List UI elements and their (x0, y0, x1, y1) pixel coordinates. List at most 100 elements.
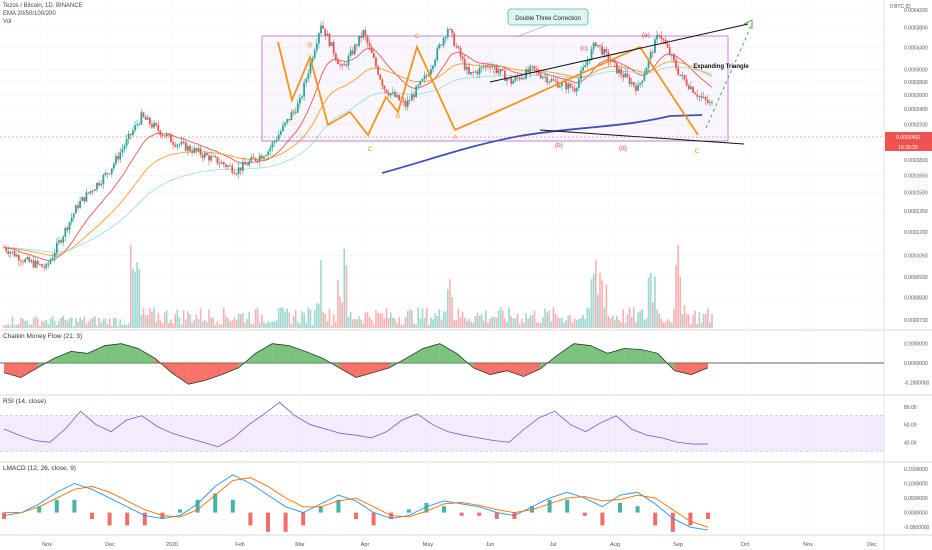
candle-body (41, 264, 43, 267)
lmacd-histogram-bar (371, 512, 376, 526)
lmacd-histogram-bar (635, 506, 640, 513)
volume-bar (400, 324, 403, 328)
callout-pointer (515, 24, 549, 38)
candle-body (681, 75, 684, 76)
candle-body (575, 87, 578, 92)
candle-body (214, 156, 217, 157)
volume-bar (510, 316, 513, 328)
price-tick-label: 0.0000930 (904, 275, 928, 281)
volume-bar (332, 314, 335, 328)
volume-bar (100, 322, 103, 328)
price-tick-label: 0.0001350 (904, 209, 928, 215)
volume-bar (197, 319, 200, 328)
volume-bar (326, 320, 329, 328)
candle-body (115, 155, 117, 164)
volume-bar (485, 310, 487, 328)
volume-bar (497, 310, 500, 328)
candle-body (296, 103, 299, 113)
candle-body (366, 36, 369, 44)
cmf-area-segment (20, 363, 38, 378)
candle-body (417, 85, 420, 87)
volume-bar (231, 320, 234, 328)
rsi-band (0, 415, 884, 452)
candle-body (449, 29, 451, 30)
candle-body (550, 79, 553, 82)
volume-bar (499, 307, 502, 328)
volume-bar (417, 307, 420, 328)
volume-bar (159, 320, 162, 328)
red-wave-label: (e) (642, 32, 650, 39)
volume-bar (434, 313, 436, 328)
cmf-area-segment (607, 348, 625, 363)
volume-bar (102, 319, 105, 328)
candle-body (3, 247, 5, 249)
candle-body (136, 124, 139, 126)
candle-body (157, 125, 160, 131)
volume-bar (7, 324, 10, 328)
volume-bar (242, 313, 244, 328)
candle-body (193, 148, 196, 153)
volume-bar (432, 319, 434, 328)
volume-bar (411, 310, 413, 328)
candle-body (100, 183, 103, 186)
volume-bar (246, 318, 248, 328)
volume-bar (72, 326, 75, 328)
volume-bar (607, 315, 610, 328)
cmf-area-segment (674, 363, 692, 375)
candle-body (121, 149, 124, 153)
volume-bar (108, 318, 111, 328)
price-tick-label: 0.0001650 (904, 174, 928, 180)
current-price-label: 0.0002450 (896, 135, 920, 141)
candle-body (58, 240, 60, 243)
candle-body (637, 84, 639, 91)
volume-bar (349, 311, 352, 328)
callout-label: Double Three Correction (515, 16, 581, 22)
candle-body (385, 89, 388, 93)
volume-bar (660, 318, 663, 328)
volume-bar (51, 316, 54, 328)
cmf-area-segment (104, 343, 122, 363)
candle-body (66, 227, 69, 231)
candle-body (104, 172, 107, 176)
volume-bar (516, 313, 519, 328)
orange-wave-label: C (368, 146, 373, 153)
volume-bar (605, 284, 608, 328)
volume-bar (203, 319, 206, 328)
candle-body (112, 163, 115, 169)
orange-wave-label: A (453, 134, 458, 141)
lmacd-histogram-bar (37, 506, 42, 513)
volume-bar (328, 308, 331, 328)
candle-body (332, 42, 335, 54)
candle-body (294, 111, 297, 113)
candle-body (186, 145, 189, 151)
candle-body (531, 65, 534, 67)
red-wave-label: (d) (619, 145, 627, 152)
time-tick-label: Oct (741, 542, 750, 548)
volume-bar (639, 310, 641, 328)
candle-body (140, 112, 143, 125)
volume-bar (32, 317, 35, 328)
candle-body (334, 53, 337, 60)
price-tick-label: 0.0002200 (904, 123, 928, 129)
volume-bar (569, 314, 572, 328)
candle-body (484, 65, 487, 68)
candle-body (510, 77, 513, 84)
candle-body (358, 35, 360, 46)
candle-body (533, 65, 536, 70)
ema200-line (381, 114, 703, 174)
lmacd-histogram-bar (688, 512, 693, 526)
candle-body (654, 39, 656, 53)
candle-body (74, 205, 77, 214)
candle-body (628, 76, 631, 84)
volume-bar (113, 317, 115, 328)
lmacd-tick-label: -0.0500000 (904, 525, 930, 531)
volume-bar (11, 316, 14, 328)
volume-bar (176, 309, 179, 328)
cmf-area-segment (506, 363, 524, 377)
volume-bar (700, 322, 703, 328)
volume-bar (518, 323, 521, 328)
candle-body (256, 160, 259, 162)
candle-body (72, 213, 75, 218)
cmf-area-segment (557, 343, 574, 363)
volume-bar (626, 314, 629, 328)
